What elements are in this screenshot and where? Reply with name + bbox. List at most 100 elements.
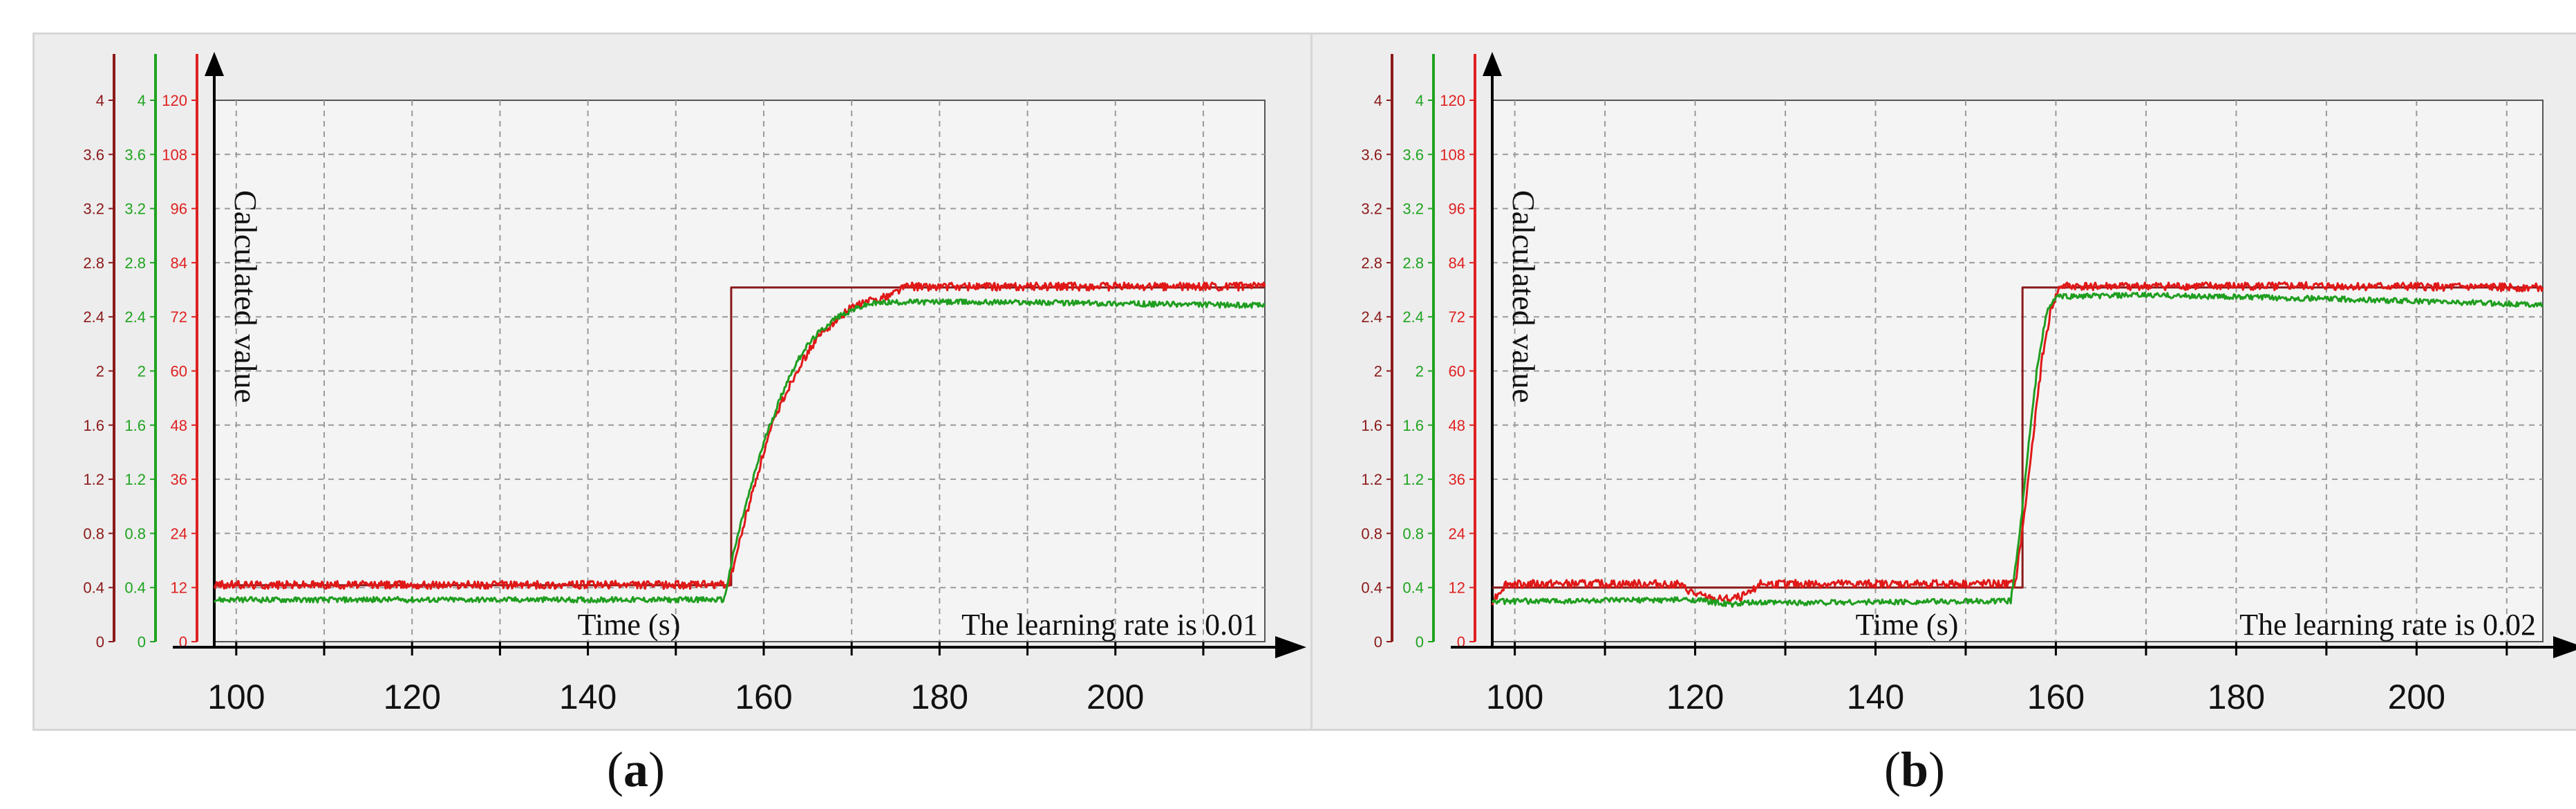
y-tick-label: 4 (138, 92, 146, 109)
y-tick-label: 4 (1416, 92, 1424, 109)
x-tick-label: 180 (2208, 678, 2265, 716)
y-tick-label: 2 (1416, 363, 1424, 380)
x-axis-arrow (1275, 636, 1306, 658)
series-measured (213, 281, 1266, 591)
y-tick-label: 3.2 (1402, 201, 1424, 218)
y-axis-arrow (1483, 52, 1502, 76)
y-axis-2: 0 0.4 0.8 1.2 1.6 2 2.4 2.8 3.2 3.6 4 (124, 54, 157, 651)
series-output (213, 298, 1266, 604)
learning-rate-annotation: The learning rate is 0.01 (961, 608, 1258, 642)
y-axis-1: 0 0.4 0.8 1.2 1.6 2 2.4 2.8 3.2 3.6 4 (1361, 54, 1393, 651)
y-tick-label: 108 (1440, 146, 1465, 163)
y-tick-label: 4 (1374, 92, 1382, 109)
x-tick-label: 180 (911, 678, 968, 716)
y-tick-label: 48 (1449, 417, 1465, 434)
y-tick-label: 2.8 (1361, 254, 1382, 272)
y-tick-label: 60 (1449, 363, 1465, 380)
y-tick-label: 120 (162, 92, 187, 109)
y-tick-label: 4 (96, 92, 104, 109)
y-tick-label: 1.6 (124, 417, 146, 434)
y-tick-label: 2.4 (1402, 308, 1424, 326)
y-tick-label: 1.2 (83, 471, 104, 488)
y-tick-label: 3.2 (124, 201, 146, 218)
y-tick-label: 2.8 (1402, 254, 1424, 272)
y-tick-label: 3.2 (83, 201, 104, 218)
y-axis-title: Calculated value (1506, 190, 1541, 403)
x-tick-label: 200 (2388, 678, 2445, 716)
y-tick-label: 1.2 (1402, 471, 1424, 488)
x-tick-label: 120 (383, 678, 440, 716)
y-tick-label: 0.8 (83, 525, 104, 542)
y-tick-label: 1.6 (83, 417, 104, 434)
caption-a: (a) (532, 741, 740, 799)
y-tick-label: 2 (138, 363, 146, 380)
y-tick-label: 0 (1374, 633, 1382, 651)
y-tick-label: 12 (171, 579, 187, 597)
y-tick-label: 2.8 (124, 254, 146, 272)
y-tick-label: 120 (1440, 92, 1465, 109)
series-measured (1491, 281, 2544, 606)
y-tick-label: 0 (138, 633, 146, 651)
y-tick-label: 0.4 (1402, 579, 1424, 597)
y-tick-label: 48 (171, 417, 187, 434)
x-tick-label: 140 (1847, 678, 1904, 716)
y-tick-label: 0 (1416, 633, 1424, 651)
chart-b: 0 0.4 0.8 1.2 1.6 2 2.4 2.8 3.2 3.6 4 0 0.4 0.8 1.2 1.6… (1361, 52, 2576, 716)
chart-panel-b: 0 0.4 0.8 1.2 1.6 2 2.4 2.8 3.2 3.6 4 0 0.4 0.8 1.2 1.6… (1310, 32, 2576, 731)
y-tick-label: 12 (1449, 579, 1465, 597)
y-tick-label: 0 (96, 633, 104, 651)
x-tick-label: 120 (1666, 678, 1724, 716)
y-tick-label: 2 (96, 363, 104, 380)
y-axis-1: 0 0.4 0.8 1.2 1.6 2 2.4 2.8 3.2 3.6 4 (83, 54, 115, 651)
x-axis-title: Time (s) (578, 608, 681, 642)
y-axis-title: Calculated value (228, 190, 263, 403)
y-axis-arrow (205, 52, 224, 76)
y-tick-label: 0.8 (1361, 525, 1382, 542)
series-output (1491, 291, 2544, 608)
x-tick-label: 100 (207, 678, 265, 716)
y-tick-label: 1.2 (1361, 471, 1382, 488)
y-tick-label: 2.4 (1361, 308, 1382, 326)
chart-a: 0 0.4 0.8 1.2 1.6 2 2.4 2.8 3.2 3.6 4 0 0.4 0.8 1.2 1.6… (83, 52, 1306, 716)
y-tick-label: 96 (171, 201, 187, 218)
y-tick-label: 36 (1449, 471, 1465, 488)
caption-a-letter: a (623, 742, 648, 797)
y-tick-label: 3.2 (1361, 201, 1382, 218)
y-tick-label: 0.8 (1402, 525, 1424, 542)
y-tick-label: 3.6 (1361, 146, 1382, 163)
caption-b-letter: b (1900, 742, 1929, 797)
caption-a-close: ) (648, 742, 665, 797)
y-tick-label: 2 (1374, 363, 1382, 380)
y-tick-label: 1.6 (1361, 417, 1382, 434)
y-axis-2: 0 0.4 0.8 1.2 1.6 2 2.4 2.8 3.2 3.6 4 (1402, 54, 1435, 651)
learning-rate-annotation: The learning rate is 0.02 (2239, 608, 2536, 642)
caption-b-close: ) (1928, 742, 1945, 797)
y-tick-label: 72 (1449, 308, 1465, 326)
y-tick-label: 84 (1449, 254, 1465, 272)
y-tick-label: 108 (162, 146, 187, 163)
y-tick-label: 2.4 (83, 308, 104, 326)
y-tick-label: 0.4 (83, 579, 104, 597)
x-tick-label: 100 (1486, 678, 1543, 716)
caption-b-open: ( (1883, 742, 1901, 797)
y-tick-label: 60 (171, 363, 187, 380)
x-tick-label: 160 (2027, 678, 2085, 716)
y-tick-label: 3.6 (1402, 146, 1424, 163)
x-axis-title: Time (s) (1856, 608, 1959, 642)
y-tick-label: 72 (171, 308, 187, 326)
caption-a-open: ( (607, 742, 623, 797)
y-tick-label: 96 (1449, 201, 1465, 218)
y-tick-label: 2.4 (124, 308, 146, 326)
x-axis-arrow (2553, 636, 2576, 658)
chart-panel-a: 0 0.4 0.8 1.2 1.6 2 2.4 2.8 3.2 3.6 4 0 0.4 0.8 1.2 1.6… (32, 32, 1313, 731)
y-tick-label: 84 (171, 254, 187, 272)
y-tick-label: 3.6 (83, 146, 104, 163)
y-tick-label: 1.2 (124, 471, 146, 488)
y-tick-label: 0.4 (124, 579, 146, 597)
y-tick-label: 36 (171, 471, 187, 488)
x-tick-label: 160 (735, 678, 792, 716)
x-tick-label: 200 (1087, 678, 1144, 716)
y-tick-label: 0.4 (1361, 579, 1382, 597)
